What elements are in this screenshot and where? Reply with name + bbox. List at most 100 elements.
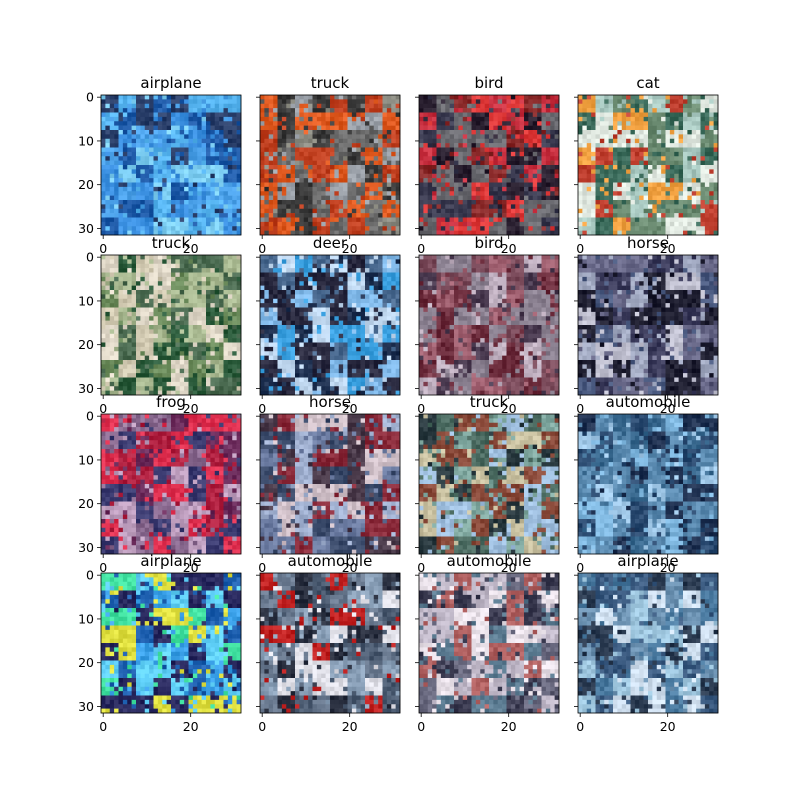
panel-frame (577, 572, 719, 714)
panel-title: deer (313, 234, 348, 252)
panel-image (101, 573, 242, 714)
panel-title: horse (309, 393, 351, 411)
y-tick-label: 10 (78, 452, 94, 467)
panel-frame (100, 254, 242, 396)
x-tick-label: 20 (183, 560, 199, 575)
panel-frame (577, 413, 719, 555)
panel: bird 0 20 (415, 74, 560, 256)
panel-frame (100, 572, 242, 714)
x-tick-label: 20 (342, 560, 358, 575)
x-tick-label: 0 (258, 560, 266, 575)
y-tick-label: 30 (78, 540, 94, 555)
x-tick-label: 0 (576, 719, 584, 734)
x-tick-label: 0 (576, 401, 584, 416)
panel-frame (259, 413, 401, 555)
panel-frame (259, 94, 401, 236)
panel: automobile 0 20 (256, 552, 401, 734)
x-tick-label: 20 (183, 401, 199, 416)
y-tick-label: 20 (78, 655, 94, 670)
x-tick-label: 0 (576, 560, 584, 575)
panel-image (419, 95, 560, 236)
y-tick-label: 30 (78, 221, 94, 236)
panel-image (578, 95, 719, 236)
x-tick-label: 20 (501, 719, 517, 734)
panel-title: bird (474, 234, 503, 252)
x-tick-label: 20 (342, 241, 358, 256)
x-tick-label: 20 (660, 719, 676, 734)
panel-title: airplane (140, 74, 201, 92)
x-tick-label: 20 (183, 719, 199, 734)
panel: airplane 0 20 (574, 552, 719, 734)
panel-image (578, 414, 719, 555)
x-tick-label: 0 (99, 719, 107, 734)
x-tick-label: 0 (258, 401, 266, 416)
x-tick-label: 20 (660, 560, 676, 575)
panel: automobile 0 20 (415, 552, 560, 734)
panel-title: horse (627, 234, 669, 252)
panel-frame (418, 254, 560, 396)
y-tick-label: 0 (86, 250, 94, 265)
panel-image (419, 255, 560, 396)
panel-title: automobile (606, 393, 691, 411)
y-tick-label: 10 (78, 611, 94, 626)
panel-title: frog (156, 393, 186, 411)
panel-image (260, 95, 401, 236)
panel-frame (577, 254, 719, 396)
panel-image (260, 573, 401, 714)
panel-frame (418, 94, 560, 236)
panel-frame (100, 413, 242, 555)
panel-image (419, 414, 560, 555)
panel-title: airplane (617, 552, 678, 570)
x-tick-label: 20 (501, 560, 517, 575)
x-tick-label: 0 (576, 241, 584, 256)
panel-title: truck (470, 393, 509, 411)
panel: frog 0 20 0 10 20 30 (78, 393, 242, 575)
panel-title: bird (474, 74, 503, 92)
panel-frame (259, 572, 401, 714)
y-tick-label: 0 (86, 409, 94, 424)
x-tick-label: 20 (660, 401, 676, 416)
panel-image (101, 95, 242, 236)
panel: truck 0 20 (256, 74, 401, 256)
panel-frame (259, 254, 401, 396)
panel-title: automobile (447, 552, 532, 570)
y-tick-label: 10 (78, 293, 94, 308)
panel: airplane 0 20 0 10 20 30 (78, 552, 242, 734)
panel: horse 0 20 (256, 393, 401, 575)
panel: cat 0 20 (574, 74, 719, 256)
y-tick-label: 0 (86, 568, 94, 583)
x-tick-label: 0 (258, 719, 266, 734)
y-tick-label: 20 (78, 496, 94, 511)
panel-image (101, 414, 242, 555)
panel: bird 0 20 (415, 234, 560, 416)
panel-image (578, 573, 719, 714)
y-tick-label: 20 (78, 177, 94, 192)
y-tick-label: 10 (78, 133, 94, 148)
panel-image (578, 255, 719, 396)
panel: deer 0 20 (256, 234, 401, 416)
panel-image (260, 414, 401, 555)
y-tick-label: 20 (78, 337, 94, 352)
x-tick-label: 0 (258, 241, 266, 256)
panel-title: truck (311, 74, 350, 92)
panel-title: airplane (140, 552, 201, 570)
x-tick-label: 20 (660, 241, 676, 256)
x-tick-label: 0 (417, 241, 425, 256)
panel: automobile 0 20 (574, 393, 719, 575)
panel-title: automobile (288, 552, 373, 570)
panel: truck 0 20 0 10 20 30 (78, 234, 242, 416)
panel-title: truck (152, 234, 191, 252)
panel: airplane 0 20 0 10 20 30 (78, 74, 242, 256)
x-tick-label: 0 (417, 401, 425, 416)
panel-frame (577, 94, 719, 236)
x-tick-label: 0 (99, 560, 107, 575)
panel: truck 0 20 (415, 393, 560, 575)
panel-frame (418, 413, 560, 555)
x-tick-label: 20 (342, 719, 358, 734)
y-tick-label: 30 (78, 381, 94, 396)
x-tick-label: 0 (417, 719, 425, 734)
y-tick-label: 30 (78, 699, 94, 714)
panel: horse 0 20 (574, 234, 719, 416)
